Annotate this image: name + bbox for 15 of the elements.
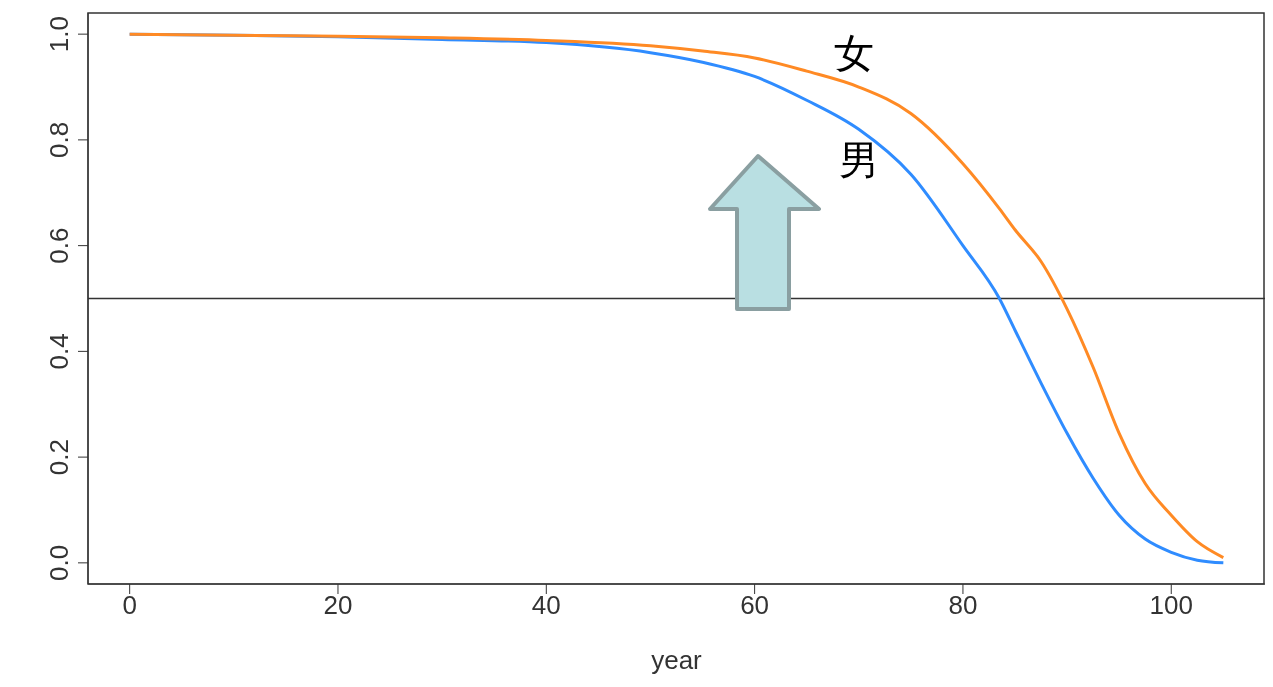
series-label: 男	[838, 138, 879, 183]
x-tick-label: 40	[531, 590, 561, 621]
x-tick-label: 60	[740, 590, 770, 621]
y-tick-label: 0.4	[44, 333, 74, 370]
x-axis-title: year	[651, 645, 703, 675]
y-tick-label: 1.0	[44, 16, 74, 53]
y-tick-label: 0.8	[44, 121, 74, 158]
x-tick-label: 100	[1149, 590, 1193, 621]
y-tick-label: 0.2	[44, 439, 74, 476]
x-tick-label: 0	[122, 590, 137, 621]
y-tick-label: 0.0	[44, 544, 74, 581]
y-tick-label: 0.6	[44, 227, 74, 264]
x-tick-label: 20	[323, 590, 353, 621]
series-label: 女	[833, 31, 874, 76]
x-tick-label: 80	[948, 590, 978, 621]
